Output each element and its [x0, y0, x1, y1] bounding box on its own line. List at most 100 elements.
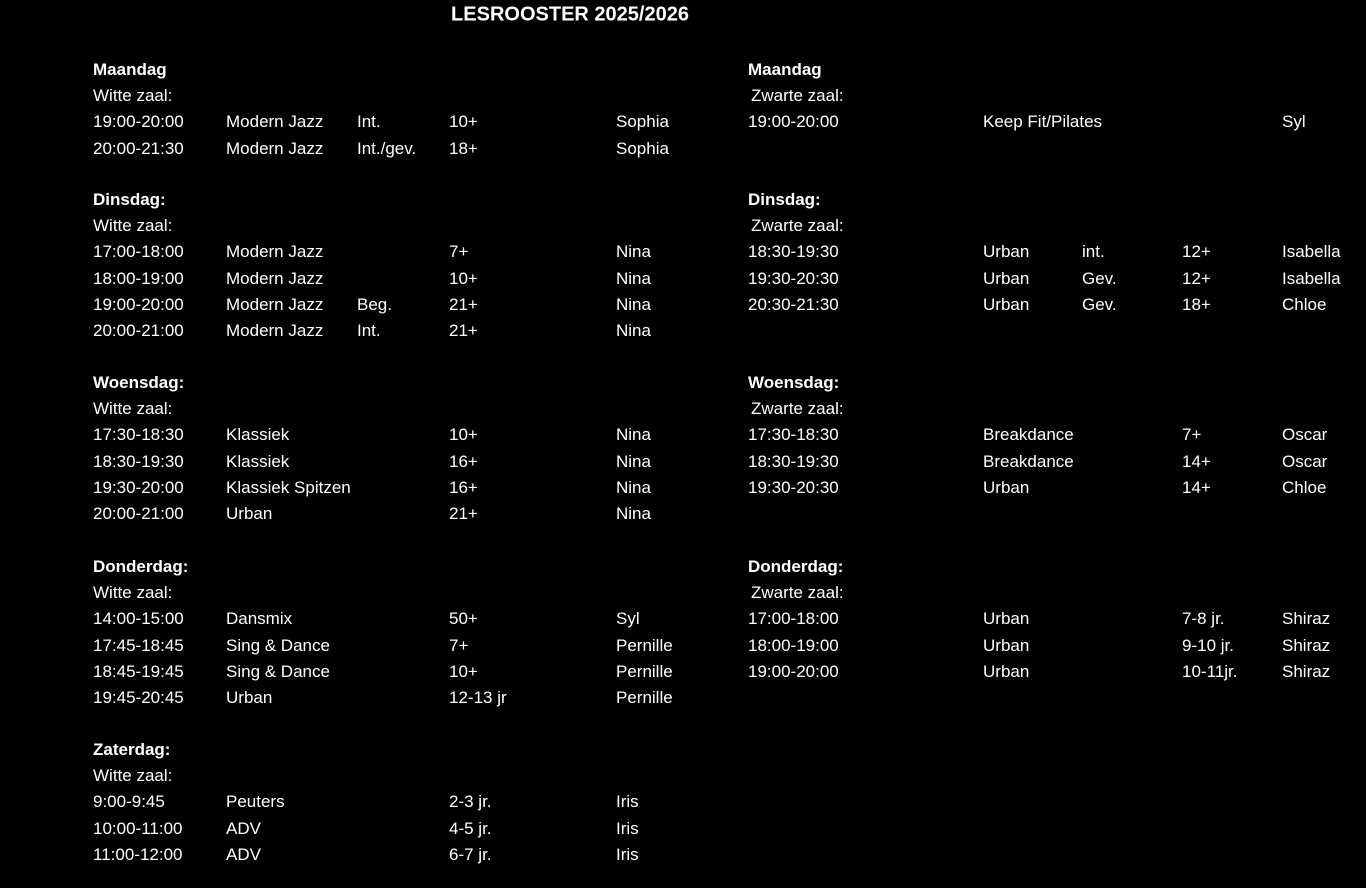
cell-class: Dansmix	[226, 609, 293, 629]
cell-age: 10+	[449, 112, 478, 132]
cell-age: 2-3 jr.	[449, 792, 492, 812]
title: LESROOSTER 2025/2026	[451, 3, 689, 26]
cell-teacher: Shiraz	[1282, 661, 1331, 681]
cell-class: Sing & Dance	[226, 661, 330, 681]
cell-time: 19:00-20:00	[93, 294, 184, 314]
cell-class: Urban	[226, 504, 273, 523]
cell-time: 9:00-9:45	[93, 792, 165, 812]
cell-class: Breakdance	[983, 425, 1074, 445]
room-label: Zwarte zaal:	[751, 583, 844, 603]
cell-teacher: Nina	[616, 268, 651, 288]
cell-teacher: Shiraz	[1282, 635, 1331, 655]
cell-age: 7+	[449, 242, 469, 262]
cell-level: int.	[1082, 242, 1105, 262]
cell-age: 50+	[449, 609, 478, 629]
cell-teacher: Syl	[1282, 112, 1306, 132]
room-label: Witte zaal:	[93, 583, 173, 603]
cell-teacher: Sophia	[616, 138, 669, 158]
cell-level: Int.	[357, 112, 381, 132]
cell-age: 10+	[449, 425, 478, 445]
cell-time: 18:45-19:45	[93, 661, 184, 681]
cell-time: 19:30-20:30	[748, 268, 839, 288]
cell-age: 10-11jr.	[1182, 661, 1238, 681]
cell-teacher: Nina	[616, 425, 651, 445]
cell-teacher: Sophia	[616, 112, 669, 132]
cell-class: Klassiek	[226, 425, 290, 445]
cell-age: 14+	[1182, 477, 1211, 497]
cell-teacher: Oscar	[1282, 425, 1328, 445]
cell-time: 20:00-21:00	[93, 321, 184, 340]
cell-teacher: Pernille	[616, 635, 673, 655]
cell-age: 16+	[449, 451, 478, 471]
day-heading: Maandag	[748, 60, 822, 79]
cell-time: 17:30-18:30	[748, 425, 839, 445]
cell-age: 18+	[1182, 294, 1211, 314]
cell-time: 19:30-20:30	[748, 477, 839, 497]
cell-age: 16+	[449, 477, 478, 497]
cell-teacher: Nina	[616, 294, 651, 314]
cell-teacher: Chloe	[1282, 294, 1327, 314]
day-heading: Donderdag:	[93, 557, 189, 576]
cell-level: Beg.	[357, 294, 392, 314]
cell-class: Modern Jazz	[226, 242, 324, 262]
cell-class: Urban	[983, 477, 1030, 497]
cell-level: Gev.	[1082, 268, 1117, 288]
cell-teacher: Nina	[616, 504, 651, 523]
cell-class: Urban	[983, 242, 1030, 262]
cell-teacher: Nina	[616, 451, 651, 471]
cell-age: 21+	[449, 321, 478, 340]
cell-time: 19:30-20:00	[93, 477, 184, 497]
cell-time: 19:45-20:45	[93, 688, 184, 707]
day-heading: Woensdag:	[93, 373, 185, 392]
cell-age: 10+	[449, 268, 478, 288]
cell-teacher: Nina	[616, 477, 651, 497]
cell-class: Urban	[983, 635, 1030, 655]
cell-time: 18:30-19:30	[748, 242, 839, 262]
cell-class: ADV	[226, 818, 261, 838]
room-label: Zwarte zaal:	[751, 399, 844, 419]
cell-teacher: Nina	[616, 242, 651, 262]
cell-time: 20:00-21:30	[93, 138, 184, 158]
cell-class: Keep Fit/Pilates	[983, 112, 1103, 132]
cell-time: 20:00-21:00	[93, 504, 184, 523]
cell-teacher: Isabella	[1282, 268, 1341, 288]
cell-age: 21+	[449, 504, 478, 523]
day-heading: Dinsdag:	[748, 190, 821, 209]
cell-age: 6-7 jr.	[449, 844, 492, 864]
cell-class: Sing & Dance	[226, 635, 330, 655]
cell-level: Int./gev.	[357, 138, 417, 158]
cell-time: 17:30-18:30	[93, 425, 184, 445]
cell-age: 4-5 jr.	[449, 818, 492, 838]
cell-teacher: Syl	[616, 609, 640, 629]
day-heading: Woensdag:	[748, 373, 840, 392]
room-label: Zwarte zaal:	[751, 86, 844, 106]
cell-class: Modern Jazz	[226, 321, 324, 340]
cell-class: ADV	[226, 844, 261, 864]
cell-teacher: Shiraz	[1282, 609, 1331, 629]
cell-age: 12+	[1182, 242, 1211, 262]
room-label: Zwarte zaal:	[751, 216, 844, 236]
cell-class: Klassiek Spitzen	[226, 477, 351, 497]
cell-time: 20:30-21:30	[748, 294, 839, 314]
cell-age: 12-13 jr	[449, 688, 507, 707]
cell-teacher: Iris	[616, 818, 639, 838]
cell-age: 7+	[1182, 425, 1202, 445]
cell-class: Modern Jazz	[226, 112, 324, 132]
cell-age: 12+	[1182, 268, 1211, 288]
cell-time: 19:00-20:00	[748, 112, 839, 132]
cell-class: Urban	[983, 294, 1030, 314]
cell-teacher: Isabella	[1282, 242, 1341, 262]
cell-age: 7-8 jr.	[1182, 609, 1225, 629]
cell-time: 14:00-15:00	[93, 609, 184, 629]
room-label: Witte zaal:	[93, 766, 173, 786]
cell-time: 19:00-20:00	[93, 112, 184, 132]
cell-teacher: Oscar	[1282, 451, 1328, 471]
cell-time: 11:00-12:00	[93, 844, 183, 864]
cell-teacher: Pernille	[616, 661, 673, 681]
cell-level: Int.	[357, 321, 381, 340]
day-heading: Donderdag:	[748, 557, 844, 576]
cell-time: 18:30-19:30	[93, 451, 184, 471]
cell-teacher: Chloe	[1282, 477, 1327, 497]
cell-class: Klassiek	[226, 451, 290, 471]
room-label: Witte zaal:	[93, 399, 173, 419]
